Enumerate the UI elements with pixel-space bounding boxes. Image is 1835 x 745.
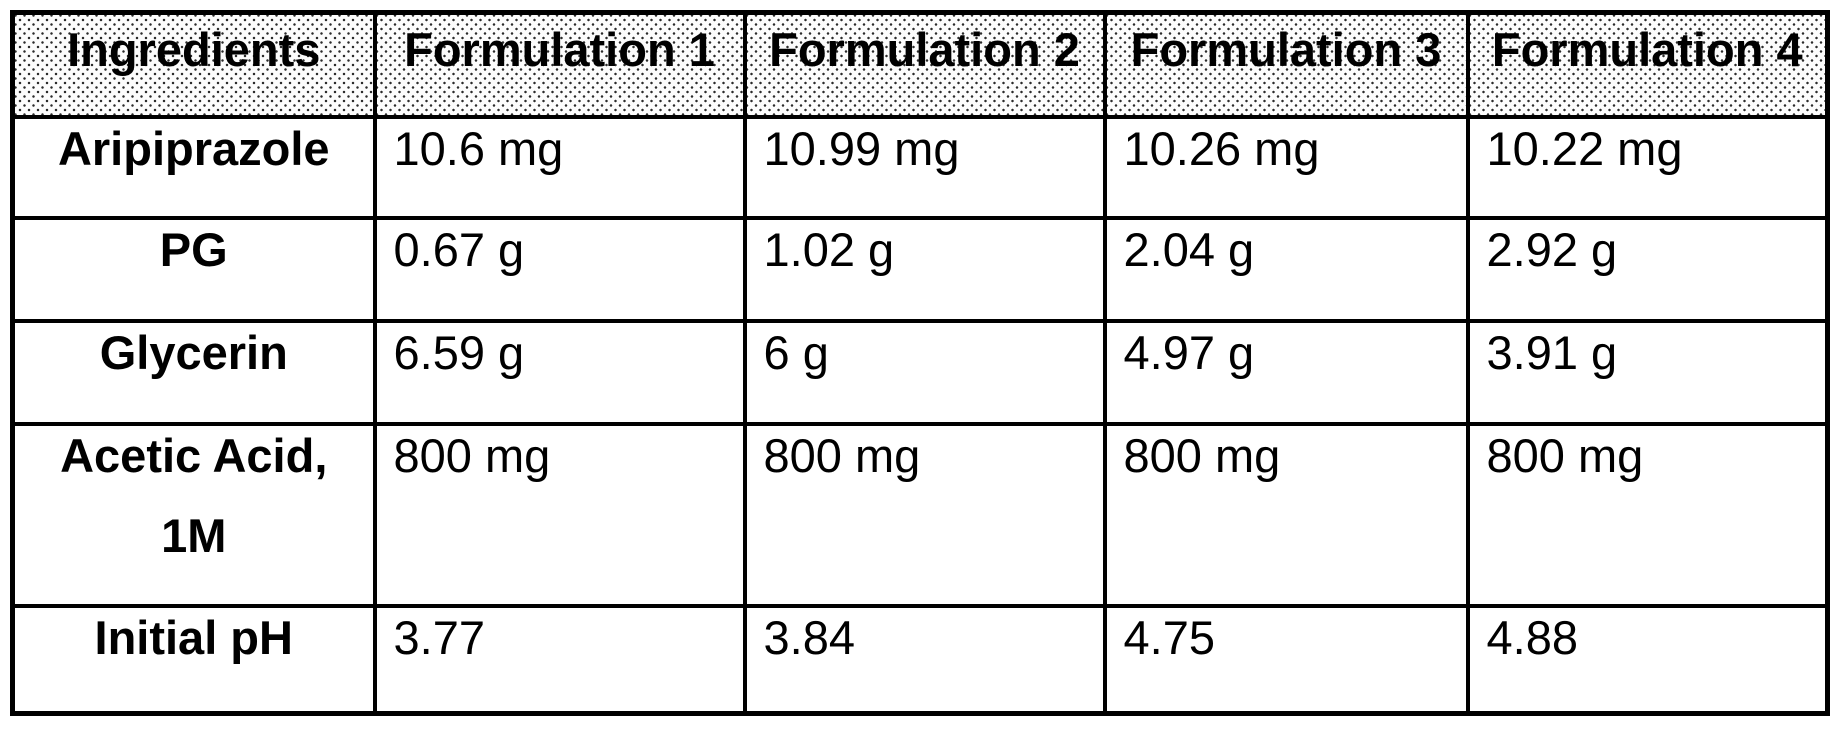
value-cell-formulation-1: 3.77 xyxy=(372,603,747,716)
row-label: Aripiprazole xyxy=(10,114,377,220)
column-header-formulation-1: Formulation 1 xyxy=(372,10,747,119)
row-label-text: Glycerin xyxy=(99,325,288,379)
value-cell-formulation-2: 6 g xyxy=(742,318,1107,426)
value-cell-formulation-4: 2.92 g xyxy=(1465,215,1830,323)
formulations-table: Ingredients Formulation 1 Formulation 2 For… xyxy=(10,10,1830,716)
value-cell-formulation-1: 800 mg xyxy=(372,421,747,608)
row-label: Initial pH xyxy=(10,603,377,716)
table-row-initial-ph: Initial pH 3.77 3.84 4.75 4.88 xyxy=(10,603,1830,716)
value-cell-formulation-2: 1.02 g xyxy=(742,215,1107,323)
row-label-line2: 1M xyxy=(161,509,227,563)
column-header-formulation-4: Formulation 4 xyxy=(1465,10,1830,119)
value-cell-formulation-2: 800 mg xyxy=(742,421,1107,608)
value-cell-formulation-3: 800 mg xyxy=(1102,421,1470,608)
value-cell-formulation-2: 10.99 mg xyxy=(742,114,1107,220)
row-label: PG xyxy=(10,215,377,323)
column-header-formulation-2: Formulation 2 xyxy=(742,10,1107,119)
value-cell-formulation-4: 10.22 mg xyxy=(1465,114,1830,220)
value-cell-formulation-1: 0.67 g xyxy=(372,215,747,323)
row-label-text: Initial pH xyxy=(94,610,293,664)
column-header-ingredients: Ingredients xyxy=(10,10,377,119)
value-cell-formulation-3: 4.75 xyxy=(1102,603,1470,716)
table-row-pg: PG 0.67 g 1.02 g 2.04 g 2.92 g xyxy=(10,215,1830,323)
header-row: Ingredients Formulation 1 Formulation 2 For… xyxy=(10,10,1830,119)
row-label: Glycerin xyxy=(10,318,377,426)
row-label-text: PG xyxy=(159,222,228,276)
value-cell-formulation-1: 10.6 mg xyxy=(372,114,747,220)
value-cell-formulation-2: 3.84 xyxy=(742,603,1107,716)
value-cell-formulation-4: 4.88 xyxy=(1465,603,1830,716)
row-label: Acetic Acid, 1M xyxy=(10,421,377,608)
value-cell-formulation-3: 4.97 g xyxy=(1102,318,1470,426)
column-header-formulation-3: Formulation 3 xyxy=(1102,10,1470,119)
value-cell-formulation-4: 3.91 g xyxy=(1465,318,1830,426)
row-label-text: Acetic Acid, xyxy=(60,428,328,482)
value-cell-formulation-4: 800 mg xyxy=(1465,421,1830,608)
value-cell-formulation-1: 6.59 g xyxy=(372,318,747,426)
table-row-aripiprazole: Aripiprazole 10.6 mg 10.99 mg 10.26 mg 10.22… xyxy=(10,114,1830,220)
value-cell-formulation-3: 10.26 mg xyxy=(1102,114,1470,220)
value-cell-formulation-3: 2.04 g xyxy=(1102,215,1470,323)
table-row-acetic-acid: Acetic Acid, 1M 800 mg 800 mg 800 mg 800 mg xyxy=(10,421,1830,608)
row-label-text: Aripiprazole xyxy=(57,121,330,175)
